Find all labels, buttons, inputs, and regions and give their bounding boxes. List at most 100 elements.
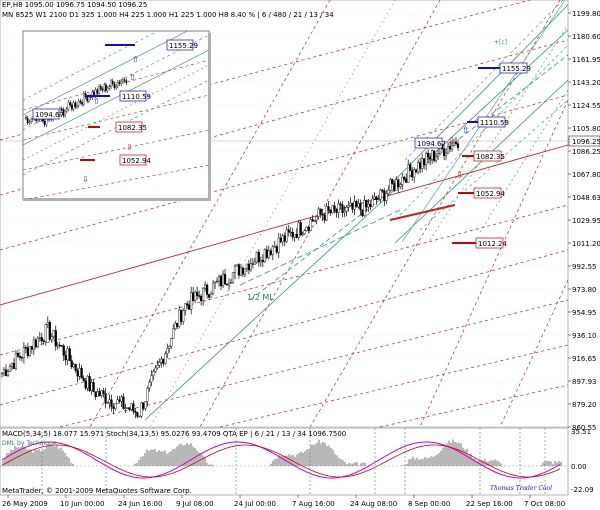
candle: [140, 401, 143, 419]
histogram-bar: [310, 444, 312, 466]
candle: [311, 215, 314, 222]
price-tick-label: 1029.95: [572, 217, 600, 225]
histogram-bar: [416, 457, 418, 466]
histogram-bar: [434, 455, 436, 466]
histogram-bar: [436, 454, 438, 466]
svg-text:-22.09: -22.09: [571, 486, 594, 494]
candle: [68, 345, 71, 362]
price-tick-label: 1143.20: [572, 79, 600, 87]
candle: [271, 244, 274, 261]
histogram-bar: [424, 456, 426, 466]
histogram-bar: [306, 449, 308, 466]
candle: [215, 277, 219, 284]
inset-candle: [99, 84, 102, 91]
inset-candle: [69, 100, 72, 108]
svg-text:⇧: ⇧: [462, 126, 470, 136]
copyright: MetaTrader, © 2001-2009 MetaQuotes Softw…: [2, 487, 192, 495]
indicator-axis: 35.51 0.00 -22.09: [571, 428, 594, 494]
header-line-2: MN 8525 W1 2100 D1 325 1.000 H4 225 1.00…: [2, 11, 334, 19]
inset-candle: [103, 82, 106, 93]
histogram-bar: [330, 448, 332, 466]
histogram-bar: [178, 444, 180, 466]
histogram-bar: [410, 458, 412, 466]
histogram-bar: [360, 463, 362, 466]
histogram-bar: [300, 451, 302, 466]
histogram-bar: [48, 445, 50, 466]
candle: [387, 185, 390, 196]
inset-panel: ⇧ ⇧ ⇩ ⇩ ⇧ 1155.29 1110.59 1094.67 1082.3…: [22, 30, 211, 201]
price-tick-label: 1105.80: [572, 125, 600, 133]
price-box-1012: 1012.24: [475, 237, 507, 249]
histogram-bar: [476, 460, 478, 466]
candle: [243, 268, 247, 278]
histogram-bar: [480, 459, 482, 466]
histogram-bar: [492, 460, 494, 466]
candle: [154, 365, 157, 374]
histogram-bar: [548, 461, 550, 466]
histogram-bar: [350, 463, 352, 466]
inset-box-1155: 1155.29: [166, 39, 198, 51]
histogram-bar: [496, 460, 498, 466]
histogram-bar: [558, 461, 560, 466]
svg-text:⇩: ⇩: [126, 143, 133, 152]
candle: [70, 355, 73, 369]
price-tick-label: 916.65: [572, 355, 597, 363]
histogram-bar: [2, 460, 4, 466]
price-tick-label: 936.10: [572, 332, 597, 340]
candle: [425, 151, 428, 171]
candle: [325, 202, 328, 222]
time-tick-label: 9 Jul 08:00: [176, 500, 214, 508]
candle: [433, 150, 436, 163]
histogram-bar: [146, 449, 148, 466]
candle: [233, 264, 237, 279]
candle: [361, 209, 364, 218]
svg-text:1094.67: 1094.67: [35, 111, 64, 119]
histogram-bar: [144, 452, 146, 466]
histogram-bar: [540, 464, 542, 466]
time-tick-label: 24 Jun 16:00: [118, 500, 162, 508]
candle: [301, 231, 304, 237]
histogram-bar: [210, 464, 212, 466]
histogram-bar: [500, 463, 502, 466]
histogram-bar: [276, 458, 278, 466]
time-tick-label: 22 Sep 16:00: [466, 500, 513, 508]
inset-box-1094: 1094.67: [32, 108, 64, 120]
candle: [116, 395, 119, 404]
inset-candle: [60, 106, 63, 112]
price-tick-label: 1124.55: [572, 102, 600, 110]
histogram-bar: [208, 464, 210, 466]
candle: [434, 152, 438, 163]
histogram-bar: [468, 454, 470, 466]
svg-text:1110.59: 1110.59: [480, 119, 509, 127]
histogram-bar: [498, 461, 500, 466]
histogram-bar: [318, 439, 320, 466]
histogram-bar: [44, 448, 46, 466]
histogram-bar: [270, 463, 272, 466]
histogram-bar: [474, 458, 476, 466]
histogram-bar: [4, 458, 6, 466]
histogram-bar: [136, 463, 138, 466]
histogram-bar: [312, 444, 314, 466]
histogram-bar: [66, 456, 68, 466]
candle: [150, 370, 153, 387]
candle: [303, 229, 306, 235]
candle: [211, 279, 215, 296]
histogram-bar: [56, 445, 58, 466]
candle: [170, 337, 173, 349]
inset-candle: [105, 82, 107, 94]
inset-candle: [74, 100, 77, 110]
candle: [148, 379, 151, 392]
header-line-1: EP,H8 1095.00 1096.75 1094.50 1096.25: [2, 1, 147, 9]
candle: [321, 208, 324, 222]
histogram-bar: [10, 449, 12, 466]
candle: [249, 257, 253, 272]
price-tick-label: 1180.60: [572, 33, 600, 41]
histogram-bar: [414, 459, 416, 466]
histogram-bar: [26, 449, 28, 466]
histogram-bar: [68, 457, 70, 466]
inset-candle: [122, 77, 124, 84]
histogram-bar: [296, 454, 298, 466]
histogram-bar: [460, 443, 462, 466]
time-tick-label: 26 May 2009: [2, 500, 48, 508]
histogram-bar: [302, 452, 304, 466]
